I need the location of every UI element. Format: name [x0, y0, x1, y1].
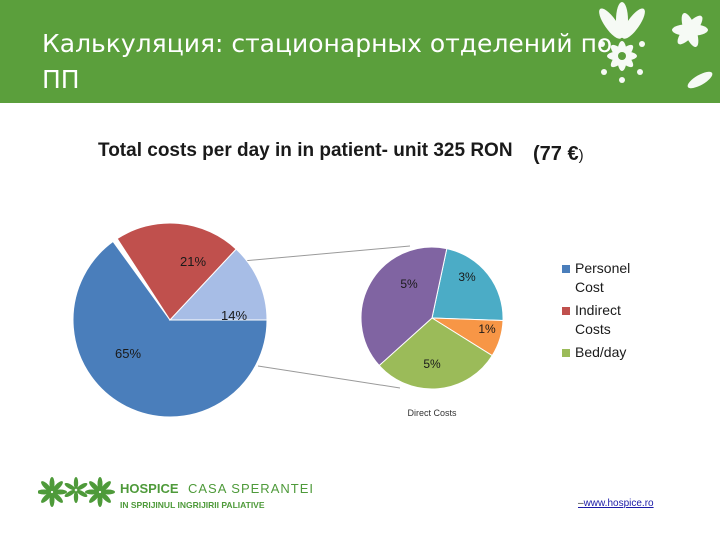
legend-label: Personel [575, 260, 630, 276]
secondary-pie-slice [360, 246, 448, 367]
legend-swatch [562, 307, 570, 315]
website-link[interactable]: www.hospice.ro [583, 498, 654, 509]
footer-link-dash: – [578, 498, 584, 509]
main-pie-label: 21% [180, 254, 206, 269]
secondary-pie-label-value: 5% [423, 357, 441, 371]
secondary-pie: 3% 1% 5% 5% [360, 246, 504, 390]
main-pie-slice [168, 248, 268, 321]
secondary-pie-label-value: 1% [478, 322, 496, 336]
secondary-pie-label-value: 5% [400, 277, 418, 291]
legend-swatch [562, 265, 570, 273]
chart-title: Total costs per day in in patient- unit … [98, 140, 513, 161]
legend-label: Bed/day [575, 344, 626, 360]
main-pie: 65% 21% 14% [72, 222, 268, 418]
main-pie-label: 65% [115, 346, 141, 361]
main-pie-slice [72, 240, 268, 418]
page-title-line1: Калькуляция: стационарных отделений по [42, 29, 613, 58]
footer-link-wrap[interactable]: –www.hospice.ro [578, 498, 654, 509]
connector-lines [231, 245, 411, 389]
legend-label: Indirect [575, 302, 621, 318]
secondary-pie-label-value: 3% [458, 270, 476, 284]
header-bar: Калькуляция: стационарных отделений по П… [0, 0, 720, 103]
hospice-logo: HOSPICE CASA SPERANTEI IN SPRIJINUL INGR… [37, 474, 338, 518]
page-title-line2: ПП [42, 65, 80, 94]
logo-word-light: CASA SPERANTEI [188, 481, 314, 496]
legend-label-line2: Cost [575, 279, 604, 295]
chart-legend: Personel Cost Indirect Costs Bed/day [562, 260, 630, 360]
legend-swatch [562, 349, 570, 357]
logo-tagline: IN SPRIJINUL INGRIJIRII PALIATIVE [120, 500, 265, 510]
logo-word-bold: HOSPICE [120, 481, 179, 496]
legend-label-line2: Costs [575, 321, 611, 337]
chart-title-euro-paren: ) [578, 147, 584, 164]
secondary-pie-slice [431, 248, 504, 322]
chart-title-euro: (77 €) [533, 143, 584, 166]
main-pie-slice [116, 222, 237, 321]
connector-line-bottom [257, 365, 401, 389]
chart-title-euro-value: (77 € [533, 143, 579, 165]
page-title: Калькуляция: стационарных отделений по П… [42, 26, 720, 98]
hospice-logo-graphic: HOSPICE CASA SPERANTEI IN SPRIJINUL INGR… [37, 477, 314, 510]
connector-line-top [231, 245, 411, 263]
secondary-pie-label: Direct Costs [407, 408, 457, 418]
flower-icon [599, 2, 713, 89]
main-pie-label: 14% [221, 308, 247, 323]
secondary-pie-slice [378, 317, 493, 390]
